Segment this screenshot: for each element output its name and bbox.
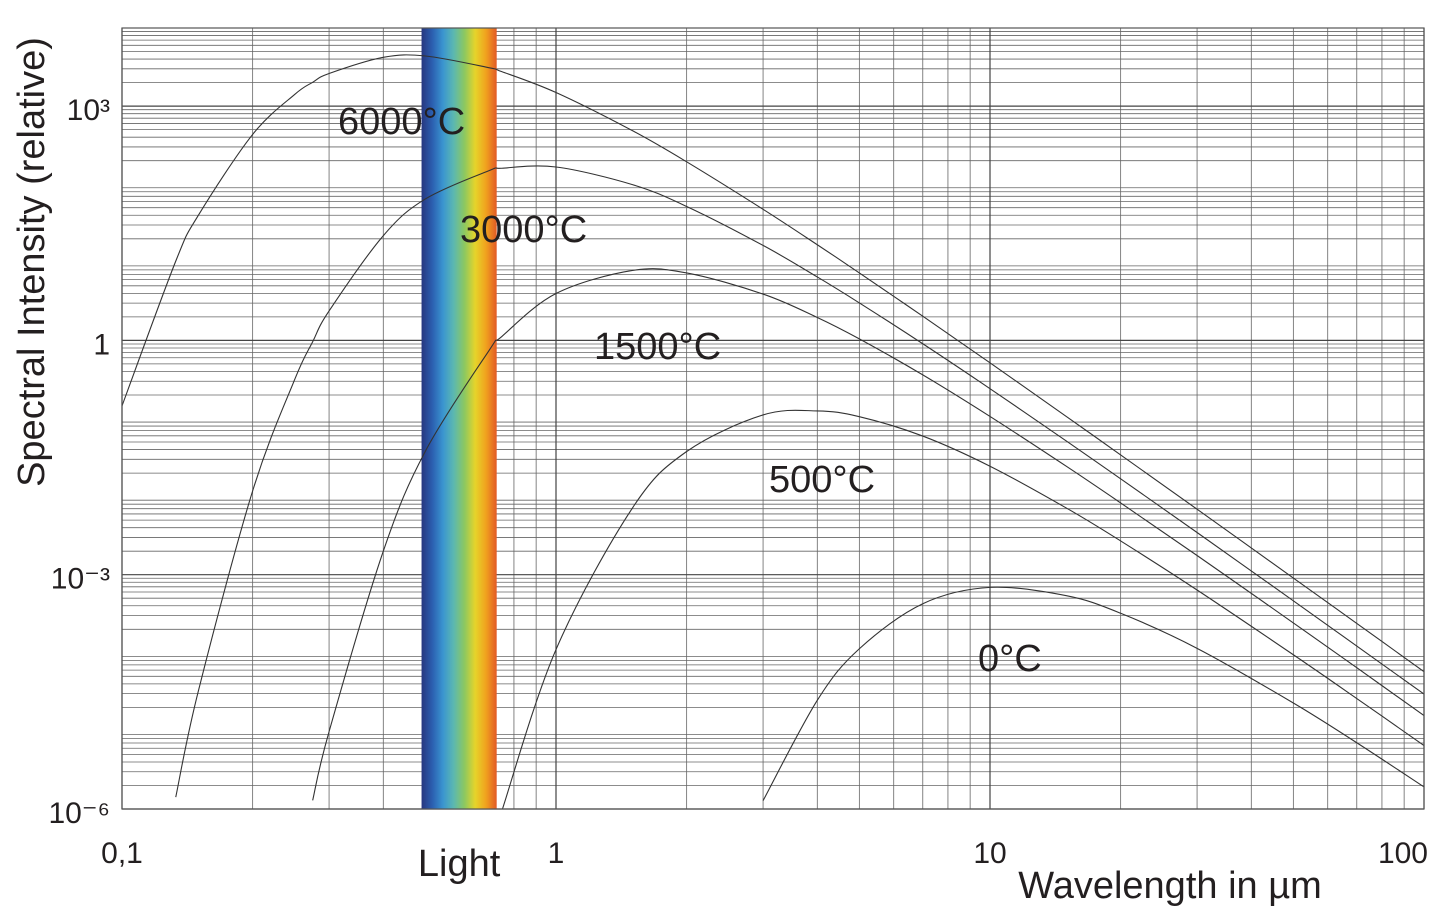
x-tick-label: 100: [1378, 837, 1428, 870]
labels: 0,1 1 10 100 10⁻⁶ 10⁻³ 1 10³ Light 6000°C 3000°C 15…: [48, 94, 1428, 885]
y-tick-label: 1: [93, 328, 110, 361]
y-tick-label: 10⁻³: [51, 563, 110, 596]
light-band-rect: [421, 28, 497, 809]
y-tick-label: 10⁻⁶: [48, 797, 110, 830]
curve-label: 3000°C: [460, 209, 587, 251]
y-tick-label: 10³: [67, 94, 110, 127]
curve-label: 500°C: [769, 459, 875, 501]
light-band: [421, 28, 497, 809]
x-tick-label: 10: [973, 837, 1006, 870]
curve: [122, 54, 1424, 673]
curve: [312, 268, 1424, 801]
curve-label: 1500°C: [594, 326, 721, 368]
x-tick-label: 0,1: [101, 837, 143, 870]
x-tick-label: 1: [548, 837, 565, 870]
curve: [175, 165, 1424, 798]
curve-label: 0°C: [978, 638, 1042, 680]
y-axis-label: Spectral Intensity (relative): [11, 37, 53, 487]
grid: [121, 28, 1425, 810]
curves: [122, 54, 1424, 809]
band-label: Light: [418, 843, 501, 885]
curve: [762, 586, 1424, 801]
curve: [501, 409, 1424, 809]
plot-frame: [121, 27, 1425, 810]
x-axis-label: Wavelength in µm: [1018, 865, 1322, 907]
curve-label: 6000°C: [338, 101, 465, 143]
